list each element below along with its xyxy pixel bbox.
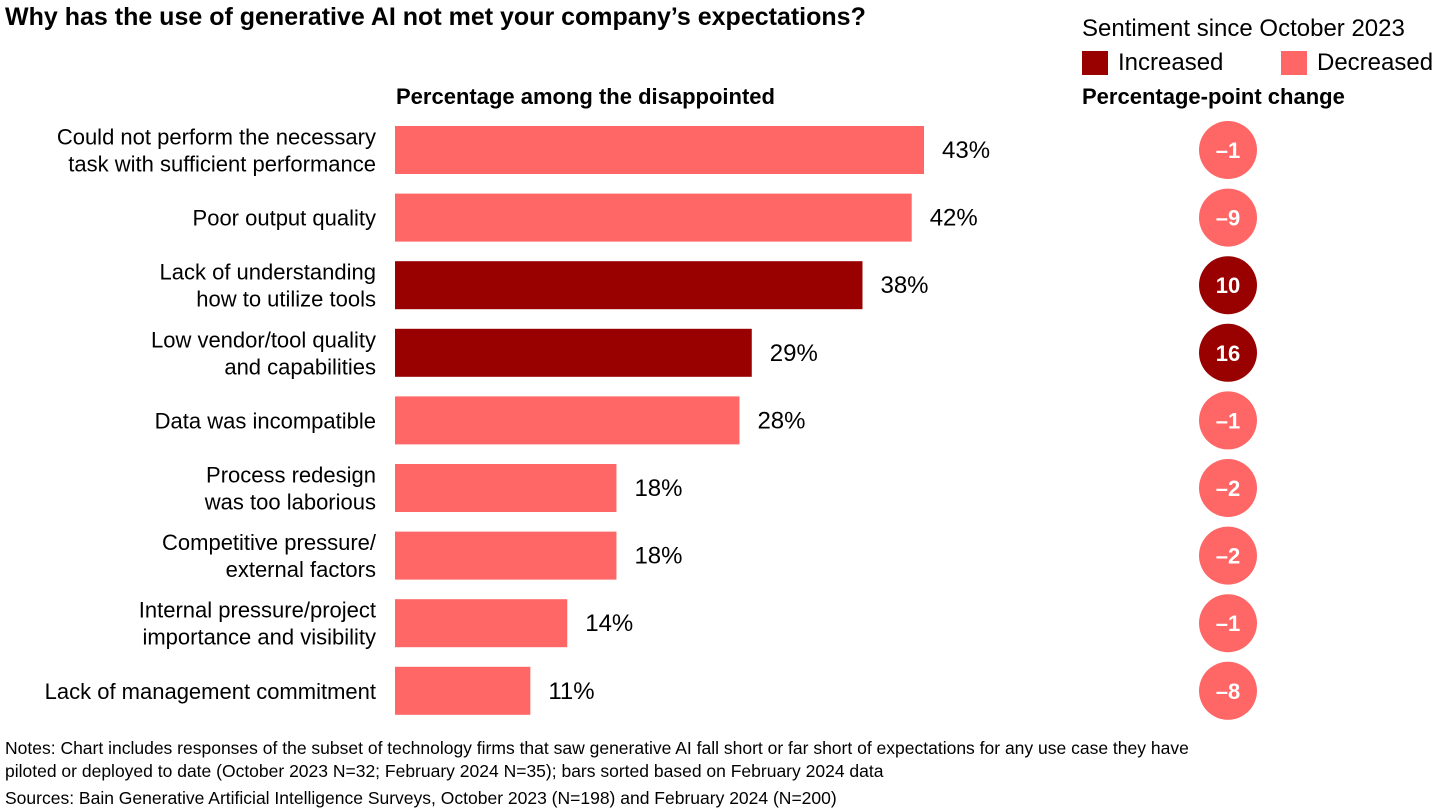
change-circle (1199, 594, 1257, 653)
bar-value-label: 28% (757, 407, 805, 434)
change-circle (1199, 526, 1257, 585)
bar-value-label: 38% (880, 272, 928, 299)
bar-value-label: 29% (770, 340, 818, 367)
category-label: Could not perform the necessary task with… (57, 125, 376, 177)
bar-column-header: Percentage among the disappointed (396, 84, 775, 109)
change-value-label: –2 (1216, 476, 1240, 501)
legend-swatch-increased (1082, 51, 1108, 75)
category-label: Lack of management commitment (45, 679, 376, 704)
bar-value-label: 11% (548, 678, 594, 705)
category-label: Process redesign was too laborious (204, 463, 376, 515)
chart-sources: Sources: Bain Generative Artificial Inte… (5, 788, 837, 808)
chart-notes: Notes: Chart includes responses of the s… (5, 738, 1189, 781)
change-value-label: 10 (1216, 273, 1240, 298)
change-value-label: –2 (1216, 544, 1240, 569)
change-value-label: –9 (1216, 206, 1240, 231)
category-label: Low vendor/tool quality and capabilities (151, 327, 376, 379)
change-value-label: –1 (1216, 408, 1240, 433)
bar-value-label: 43% (942, 137, 990, 164)
legend-label-decreased: Decreased (1317, 49, 1434, 76)
category-label: Data was incompatible (155, 408, 376, 433)
category-label: Poor output quality (193, 206, 376, 231)
legend-label-increased: Increased (1118, 49, 1224, 76)
category-label: Internal pressure/project importance and … (139, 598, 376, 650)
change-circle (1199, 323, 1257, 382)
change-circle (1199, 459, 1257, 517)
chart-title: Why has the use of generative AI not met… (5, 3, 866, 31)
category-label: Competitive pressure/external factors (162, 530, 377, 582)
change-column-header: Percentage-point change (1082, 84, 1345, 109)
change-value-label: –8 (1216, 679, 1240, 704)
bar-value-label: 18% (634, 543, 682, 570)
category-label: Lack of understanding how to utilize tool… (160, 260, 377, 312)
bar-value-label: 42% (930, 205, 978, 232)
bar-chart: 43% Could not perform the necessary task w… (45, 121, 1257, 720)
bar (395, 464, 617, 512)
legend-item-increased: Increased (1082, 49, 1223, 77)
bar (395, 261, 863, 310)
bar (395, 328, 752, 377)
change-value-label: 16 (1216, 341, 1240, 366)
change-circle (1199, 188, 1257, 247)
bar (395, 666, 531, 715)
bar (395, 126, 924, 174)
bar (395, 396, 740, 445)
change-value-label: –1 (1216, 138, 1240, 163)
legend-swatch-decreased (1281, 51, 1307, 75)
change-circle (1199, 661, 1257, 720)
change-circle (1199, 256, 1257, 315)
bar-value-label: 14% (585, 610, 633, 637)
legend-item-decreased: Decreased (1281, 49, 1433, 77)
change-value-label: –1 (1216, 611, 1240, 636)
change-circle (1199, 391, 1257, 450)
change-circle (1199, 121, 1257, 179)
bar (395, 531, 617, 580)
bar-value-label: 18% (634, 475, 682, 502)
bar (395, 599, 568, 648)
bar (395, 193, 912, 242)
legend-title: Sentiment since October 2023 (1082, 15, 1405, 42)
